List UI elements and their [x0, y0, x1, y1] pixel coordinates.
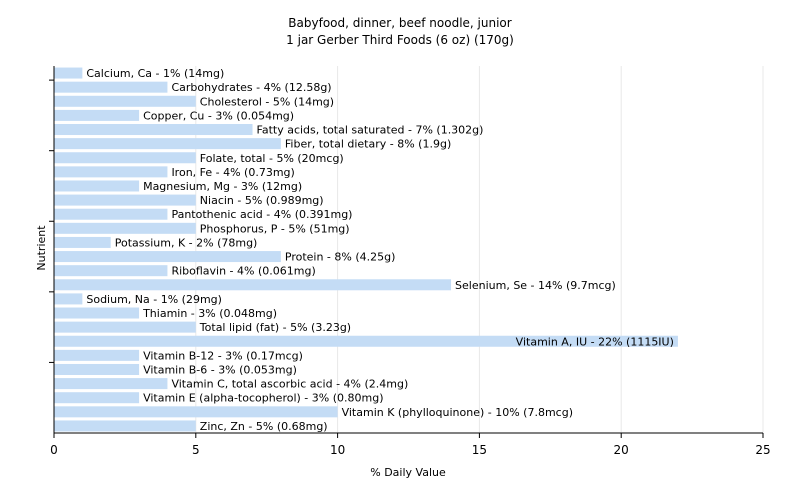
bar-label: Vitamin K (phylloquinone) - 10% (7.8mcg)	[342, 406, 573, 419]
axes: 0 5 10 15 20 25	[49, 66, 771, 457]
bar-label: Folate, total - 5% (20mcg)	[200, 152, 344, 165]
bar-label: Copper, Cu - 3% (0.054mg)	[143, 109, 294, 122]
bar	[54, 293, 83, 305]
bar	[54, 180, 140, 192]
bar	[54, 321, 196, 333]
chart-subtitle: 1 jar Gerber Third Foods (6 oz) (170g)	[286, 33, 514, 47]
bar-label: Iron, Fe - 4% (0.73mg)	[171, 166, 294, 179]
bar	[54, 392, 140, 404]
bar-label: Fatty acids, total saturated - 7% (1.302…	[257, 124, 484, 137]
y-axis-label: Nutrient	[35, 225, 48, 271]
bar-label: Pantothenic acid - 4% (0.391mg)	[171, 208, 352, 221]
bar	[54, 251, 281, 263]
x-axis-label: % Daily Value	[370, 466, 446, 479]
bar	[54, 166, 168, 178]
x-tick-label: 5	[192, 443, 200, 457]
bar	[54, 420, 196, 432]
bar-label: Potassium, K - 2% (78mg)	[115, 236, 258, 249]
bar	[54, 349, 140, 361]
bar-label: Niacin - 5% (0.989mg)	[200, 194, 324, 207]
bar	[54, 279, 452, 291]
bar-label: Magnesium, Mg - 3% (12mg)	[143, 180, 302, 193]
bar	[54, 109, 140, 121]
bar-label: Vitamin B-12 - 3% (0.17mcg)	[143, 349, 303, 362]
x-tick-label: 25	[755, 443, 770, 457]
bar	[54, 222, 196, 234]
bar-label: Fiber, total dietary - 8% (1.9g)	[285, 138, 451, 151]
bar-label: Total lipid (fat) - 5% (3.23g)	[199, 321, 351, 334]
x-tick-label: 0	[50, 443, 58, 457]
bar-label: Selenium, Se - 14% (9.7mcg)	[455, 279, 616, 292]
bar	[54, 81, 168, 93]
bar	[54, 265, 168, 277]
bar-label: Vitamin E (alpha-tocopherol) - 3% (0.80m…	[143, 392, 383, 405]
chart-title: Babyfood, dinner, beef noodle, junior	[288, 16, 511, 30]
bar-label: Riboflavin - 4% (0.061mg)	[171, 265, 315, 278]
bar-label: Vitamin A, IU - 22% (1115IU)	[516, 335, 674, 348]
bar-label: Phosphorus, P - 5% (51mg)	[200, 222, 350, 235]
bar-label: Cholesterol - 5% (14mg)	[200, 95, 334, 108]
x-tick-label: 20	[614, 443, 629, 457]
bar	[54, 95, 196, 107]
bar-label: Zinc, Zn - 5% (0.68mg)	[200, 420, 328, 433]
bar	[54, 138, 281, 150]
bar	[54, 67, 83, 79]
bar	[54, 307, 140, 319]
bar-label: Thiamin - 3% (0.048mg)	[142, 307, 277, 320]
bar	[54, 335, 678, 347]
bars: Calcium, Ca - 1% (14mg)Carbohydrates - 4…	[54, 67, 678, 433]
bar	[54, 378, 168, 390]
bar-label: Calcium, Ca - 1% (14mg)	[86, 67, 224, 80]
bar-label: Carbohydrates - 4% (12.58g)	[171, 81, 331, 94]
bar-label: Protein - 8% (4.25g)	[285, 251, 396, 264]
x-tick-label: 10	[330, 443, 345, 457]
bar	[54, 194, 196, 206]
bar-label: Vitamin C, total ascorbic acid - 4% (2.4…	[171, 378, 408, 391]
bar	[54, 406, 338, 418]
bar	[54, 236, 111, 248]
bar-label: Vitamin B-6 - 3% (0.053mg)	[143, 363, 297, 376]
bar	[54, 363, 140, 375]
x-tick-label: 15	[472, 443, 487, 457]
bar	[54, 208, 168, 220]
bar	[54, 124, 253, 136]
bar	[54, 152, 196, 164]
bar-label: Sodium, Na - 1% (29mg)	[86, 293, 222, 306]
